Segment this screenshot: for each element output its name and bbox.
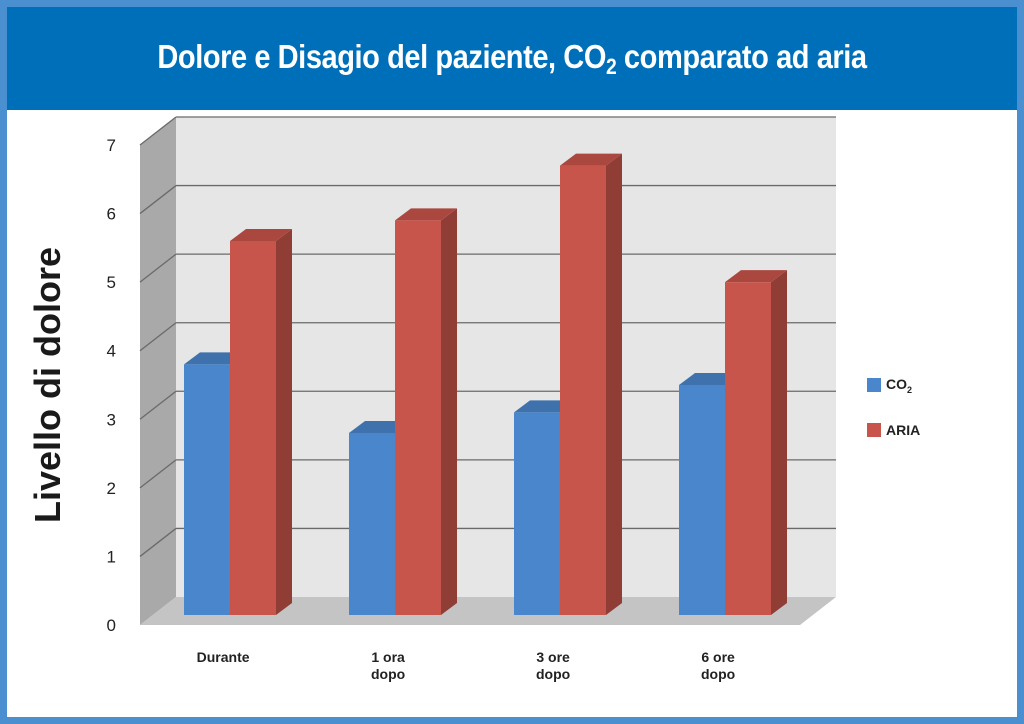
bar-top-aria bbox=[560, 153, 622, 166]
x-tick-label: dopo bbox=[536, 666, 570, 682]
gridline-side bbox=[139, 185, 177, 215]
gridline-side bbox=[139, 322, 177, 352]
bar-aria bbox=[230, 241, 276, 615]
legend-swatch-aria bbox=[867, 423, 881, 437]
x-tick-label: 6 ore bbox=[701, 649, 735, 665]
gridline-side bbox=[139, 459, 177, 489]
bar-side-aria bbox=[606, 153, 622, 616]
gridline-side bbox=[139, 116, 177, 146]
bar-aria bbox=[725, 282, 771, 615]
x-tick-label: 1 ora bbox=[371, 649, 405, 665]
bar-side-aria bbox=[441, 208, 457, 615]
bar-aria bbox=[395, 220, 441, 615]
bar-co2 bbox=[349, 433, 395, 615]
bar-co2 bbox=[679, 385, 725, 615]
x-tick-label: Durante bbox=[197, 649, 250, 665]
side-wall bbox=[140, 117, 176, 625]
y-tick-label: 4 bbox=[107, 342, 116, 361]
legend-item-aria: ARIA bbox=[867, 422, 920, 438]
legend-label-co2: CO2 bbox=[886, 376, 913, 395]
legend-label-aria: ARIA bbox=[886, 422, 921, 438]
y-tick-label: 3 bbox=[107, 410, 116, 429]
y-tick-label: 5 bbox=[107, 273, 116, 292]
title-bar: Dolore e Disagio del paziente, CO2 compa… bbox=[7, 7, 1017, 110]
x-tick-label: 3 ore bbox=[536, 649, 570, 665]
title-main: Dolore e Disagio del paziente, CO bbox=[157, 37, 606, 75]
bar-top-aria bbox=[725, 270, 787, 283]
bar-aria bbox=[560, 165, 606, 616]
gridline-side bbox=[139, 527, 177, 557]
gridline-side bbox=[139, 253, 177, 283]
x-tick-label: dopo bbox=[701, 666, 735, 682]
floor bbox=[140, 597, 836, 625]
chart-title: Dolore e Disagio del paziente, CO2 compa… bbox=[157, 37, 867, 80]
y-tick-label: 7 bbox=[107, 136, 116, 155]
bar-top-aria bbox=[395, 208, 457, 221]
y-tick-label: 6 bbox=[107, 205, 116, 224]
gridline-side bbox=[139, 390, 177, 420]
bar-co2 bbox=[514, 412, 560, 615]
bar-co2 bbox=[184, 364, 230, 615]
bar-top-aria bbox=[230, 229, 292, 241]
legend-item-co2: CO2 bbox=[867, 376, 912, 395]
legend-swatch-co2 bbox=[867, 378, 881, 393]
y-tick-label: 1 bbox=[107, 547, 116, 566]
y-tick-label: 2 bbox=[107, 479, 116, 498]
back-wall bbox=[176, 117, 836, 597]
x-tick-label: dopo bbox=[371, 666, 405, 682]
title-subscript: 2 bbox=[605, 53, 617, 79]
bar-side-aria bbox=[276, 229, 292, 615]
bar-side-aria bbox=[771, 270, 787, 615]
title-rest: comparato ad aria bbox=[616, 37, 867, 75]
y-tick-label: 0 bbox=[107, 616, 116, 635]
